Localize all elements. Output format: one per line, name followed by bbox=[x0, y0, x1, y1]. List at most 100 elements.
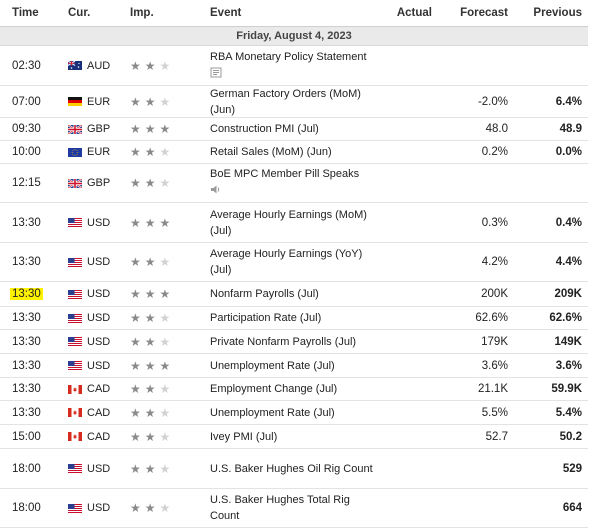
event-name-cell: Nonfarm Payrolls (Jul) bbox=[210, 285, 378, 303]
event-name-cell: German Factory Orders (MoM) (Jun) bbox=[210, 85, 378, 119]
header-previous[interactable]: Previous bbox=[533, 7, 582, 19]
star-icon: ★ bbox=[159, 287, 171, 301]
importance-rating: ★ ★ ★ bbox=[130, 217, 210, 229]
event-time-text: 13:30 bbox=[12, 359, 41, 372]
star-icon: ★ bbox=[144, 145, 156, 159]
currency-code: GBP bbox=[87, 123, 111, 135]
event-row[interactable]: 13:30 USD ★ ★ ★ Average Hourly Earnings (YoY)… bbox=[0, 243, 588, 282]
event-name-link[interactable]: Construction PMI (Jul) bbox=[210, 123, 319, 135]
event-forecast: 48.0 bbox=[485, 123, 508, 135]
event-name-link[interactable]: Participation Rate (Jul) bbox=[210, 312, 322, 324]
event-name-link[interactable]: Average Hourly Earnings (YoY) (Jul) bbox=[210, 248, 363, 276]
flag-us-icon bbox=[68, 257, 87, 267]
currency-code: USD bbox=[87, 216, 111, 229]
event-name-cell: RBA Monetary Policy Statement bbox=[210, 48, 378, 84]
currency-code: USD bbox=[87, 256, 111, 268]
star-icon: ★ bbox=[159, 334, 171, 349]
event-row[interactable]: 18:00 USD ★ ★ ★ U.S. Baker Hughes Oil Rig Cou… bbox=[0, 449, 588, 489]
event-row[interactable]: 13:30 USD ★ ★ ★ Participation Rate (Jul) 62.6%… bbox=[0, 307, 588, 330]
star-icon: ★ bbox=[159, 311, 171, 325]
event-currency: GBP bbox=[54, 123, 130, 135]
star-icon: ★ bbox=[159, 122, 171, 136]
flag-us-icon bbox=[68, 503, 87, 513]
event-previous: 6.4% bbox=[555, 95, 582, 108]
flag-gb-icon bbox=[68, 178, 87, 188]
event-forecast: -2.0% bbox=[477, 95, 508, 108]
event-row[interactable]: 13:30 USD ★ ★ ★ Average Hourly Earnings (MoM)… bbox=[0, 203, 588, 243]
event-name-cell: Ivey PMI (Jul) bbox=[210, 428, 378, 446]
currency-code: USD bbox=[87, 462, 111, 475]
importance-rating: ★ ★ ★ bbox=[130, 123, 210, 135]
event-name-link[interactable]: Unemployment Rate (Jul) bbox=[210, 406, 335, 419]
event-name-link[interactable]: Employment Change (Jul) bbox=[210, 383, 338, 395]
event-row[interactable]: 13:30 CAD ★ ★ ★ Employment Change (Jul) 21.1K 5… bbox=[0, 378, 588, 401]
event-currency: CAD bbox=[54, 431, 130, 443]
event-previous: 664 bbox=[562, 502, 582, 514]
importance-rating: ★ ★ ★ bbox=[130, 60, 210, 72]
event-name-cell: BoE MPC Member Pill Speaks bbox=[210, 165, 378, 201]
header-currency[interactable]: Cur. bbox=[68, 7, 91, 19]
event-name-link[interactable]: U.S. Baker Hughes Oil Rig Count bbox=[210, 462, 373, 475]
event-forecast: 62.6% bbox=[475, 312, 508, 324]
speaker-icon[interactable] bbox=[210, 184, 222, 200]
event-previous: 5.4% bbox=[555, 406, 582, 419]
flag-eu-icon bbox=[68, 147, 87, 157]
event-row[interactable]: 13:30 USD ★ ★ ★ Unemployment Rate (Jul) 3.6% 3.… bbox=[0, 354, 588, 378]
star-icon: ★ bbox=[130, 311, 141, 325]
header-forecast[interactable]: Forecast bbox=[460, 7, 508, 19]
event-previous: 149K bbox=[554, 335, 583, 348]
event-time-text: 07:00 bbox=[12, 95, 41, 108]
event-previous: 0.4% bbox=[555, 216, 582, 229]
importance-rating: ★ ★ ★ bbox=[130, 96, 210, 108]
event-forecast: 200K bbox=[481, 288, 508, 300]
star-icon: ★ bbox=[159, 145, 171, 159]
flag-de-icon bbox=[68, 97, 87, 106]
event-row[interactable]: 12:15 GBP ★ ★ ★ BoE MPC Member Pill Speaks bbox=[0, 164, 588, 203]
header-time[interactable]: Time bbox=[12, 7, 39, 19]
document-icon[interactable] bbox=[210, 67, 222, 83]
event-row[interactable]: 13:30 CAD ★ ★ ★ Unemployment Rate (Jul) 5.5% 5.… bbox=[0, 401, 588, 425]
star-icon: ★ bbox=[159, 405, 171, 420]
event-row[interactable]: 13:30 USD ★ ★ ★ Nonfarm Payrolls (Jul) 200K 209… bbox=[0, 282, 588, 307]
currency-code: CAD bbox=[87, 430, 111, 443]
star-icon: ★ bbox=[130, 334, 141, 349]
event-name-link[interactable]: German Factory Orders (MoM) (Jun) bbox=[210, 87, 361, 116]
event-previous: 50.2 bbox=[559, 430, 582, 443]
currency-code: USD bbox=[87, 288, 111, 300]
event-name-link[interactable]: Unemployment Rate (Jul) bbox=[210, 359, 335, 372]
star-icon: ★ bbox=[130, 215, 141, 230]
star-icon: ★ bbox=[144, 382, 156, 396]
event-name-link[interactable]: Average Hourly Earnings (MoM) (Jul) bbox=[210, 208, 367, 237]
event-time-text: 09:30 bbox=[12, 123, 41, 135]
star-icon: ★ bbox=[130, 122, 141, 136]
event-forecast: 52.7 bbox=[485, 430, 508, 443]
event-row[interactable]: 02:30 AUD ★ ★ ★ RBA Monetary Policy Statement bbox=[0, 46, 588, 86]
event-name-link[interactable]: RBA Monetary Policy Statement bbox=[210, 50, 367, 63]
star-icon: ★ bbox=[159, 461, 171, 476]
event-row[interactable]: 13:30 USD ★ ★ ★ Private Nonfarm Payrolls (Jul… bbox=[0, 330, 588, 354]
header-actual[interactable]: Actual bbox=[396, 7, 432, 19]
currency-code: CAD bbox=[87, 383, 111, 395]
flag-us-icon bbox=[68, 289, 87, 299]
event-time-text: 13:30 bbox=[12, 335, 41, 348]
event-row[interactable]: 09:30 GBP ★ ★ ★ Construction PMI (Jul) 48.0 48.… bbox=[0, 118, 588, 141]
event-name-link[interactable]: BoE MPC Member Pill Speaks bbox=[210, 168, 360, 180]
event-row[interactable]: 18:00 USD ★ ★ ★ U.S. Baker Hughes Total Rig C… bbox=[0, 489, 588, 528]
event-row[interactable]: 07:00 EUR ★ ★ ★ German Factory Orders (MoM) (… bbox=[0, 86, 588, 118]
header-event[interactable]: Event bbox=[210, 7, 242, 19]
event-name-link[interactable]: Private Nonfarm Payrolls (Jul) bbox=[210, 335, 357, 348]
star-icon: ★ bbox=[130, 287, 141, 301]
event-row[interactable]: 10:00 EUR ★ ★ ★ Retail Sales (MoM) (Jun) 0.2% 0… bbox=[0, 141, 588, 164]
star-icon: ★ bbox=[159, 94, 171, 109]
header-importance[interactable]: Imp. bbox=[130, 7, 154, 19]
event-name-link[interactable]: U.S. Baker Hughes Total Rig Count bbox=[210, 494, 350, 522]
importance-rating: ★ ★ ★ bbox=[130, 312, 210, 324]
event-name-link[interactable]: Nonfarm Payrolls (Jul) bbox=[210, 288, 319, 300]
event-name-cell: Average Hourly Earnings (YoY) (Jul) bbox=[210, 245, 378, 279]
event-name-link[interactable]: Ivey PMI (Jul) bbox=[210, 430, 278, 443]
star-icon: ★ bbox=[130, 382, 141, 396]
currency-code: USD bbox=[87, 335, 111, 348]
event-name-link[interactable]: Retail Sales (MoM) (Jun) bbox=[210, 146, 332, 158]
event-row[interactable]: 15:00 CAD ★ ★ ★ Ivey PMI (Jul) 52.7 50.2 bbox=[0, 425, 588, 449]
